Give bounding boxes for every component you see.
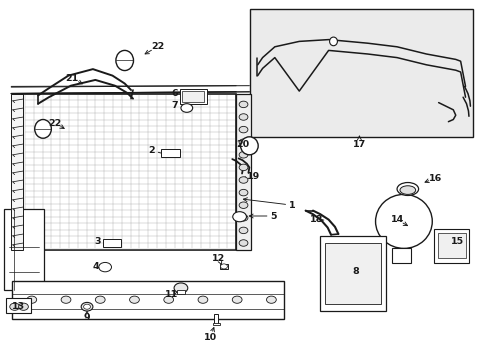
Ellipse shape — [239, 114, 247, 120]
Ellipse shape — [129, 296, 139, 303]
Bar — [180, 89, 206, 104]
Ellipse shape — [239, 164, 247, 171]
Ellipse shape — [239, 240, 247, 246]
Ellipse shape — [232, 212, 246, 222]
Text: 1: 1 — [288, 201, 295, 210]
Text: 4: 4 — [92, 262, 99, 271]
Bar — [214, 314, 218, 324]
Bar — [161, 149, 180, 157]
Text: 17: 17 — [352, 140, 366, 149]
Ellipse shape — [35, 120, 51, 138]
Bar — [250, 9, 472, 137]
Bar — [433, 229, 468, 263]
Ellipse shape — [99, 262, 111, 272]
Ellipse shape — [239, 227, 247, 234]
Text: 22: 22 — [48, 119, 61, 128]
Ellipse shape — [239, 177, 247, 183]
Text: 5: 5 — [270, 212, 277, 220]
Bar — [102, 239, 121, 247]
Ellipse shape — [239, 101, 247, 108]
Text: 3: 3 — [94, 238, 101, 247]
Ellipse shape — [232, 296, 242, 303]
Ellipse shape — [240, 137, 258, 155]
Text: 21: 21 — [65, 74, 79, 83]
Bar — [23, 94, 236, 250]
Bar — [177, 290, 184, 294]
Bar — [182, 91, 203, 102]
Bar — [391, 248, 410, 263]
Bar — [11, 94, 23, 250]
Text: 16: 16 — [427, 174, 441, 183]
Text: 20: 20 — [236, 140, 249, 149]
Ellipse shape — [239, 126, 247, 133]
Bar — [212, 323, 219, 325]
Ellipse shape — [198, 296, 207, 303]
Text: 22: 22 — [150, 42, 164, 51]
Ellipse shape — [163, 296, 173, 303]
Ellipse shape — [266, 296, 276, 303]
Text: 13: 13 — [12, 302, 25, 311]
Text: 15: 15 — [450, 237, 463, 246]
Ellipse shape — [375, 194, 431, 248]
Ellipse shape — [329, 37, 337, 46]
Bar — [325, 243, 381, 304]
Text: 18: 18 — [309, 215, 323, 224]
Ellipse shape — [95, 296, 105, 303]
Text: 11: 11 — [164, 289, 178, 299]
Ellipse shape — [239, 189, 247, 196]
Ellipse shape — [239, 152, 247, 158]
Ellipse shape — [61, 296, 71, 303]
Ellipse shape — [396, 183, 418, 195]
Ellipse shape — [174, 283, 187, 293]
Bar — [320, 236, 386, 311]
Ellipse shape — [83, 304, 90, 309]
Bar — [236, 94, 250, 250]
Ellipse shape — [239, 139, 247, 145]
Ellipse shape — [239, 215, 247, 221]
Text: 12: 12 — [211, 253, 225, 263]
Bar — [437, 233, 465, 258]
Bar — [4, 209, 44, 290]
Ellipse shape — [399, 186, 415, 194]
Ellipse shape — [10, 303, 20, 310]
Ellipse shape — [116, 50, 133, 71]
Text: 6: 6 — [171, 89, 178, 98]
Text: 7: 7 — [171, 102, 178, 111]
Ellipse shape — [239, 202, 247, 208]
Bar — [220, 264, 227, 269]
Bar — [6, 298, 31, 313]
Bar — [12, 281, 283, 319]
Ellipse shape — [27, 296, 37, 303]
Ellipse shape — [181, 104, 192, 112]
Ellipse shape — [81, 302, 93, 311]
Ellipse shape — [220, 264, 227, 269]
Text: 19: 19 — [246, 172, 260, 181]
Text: 9: 9 — [83, 313, 90, 322]
Text: 10: 10 — [203, 333, 216, 342]
Text: 2: 2 — [148, 146, 155, 155]
Ellipse shape — [19, 303, 28, 310]
Text: 8: 8 — [352, 267, 359, 276]
Text: 14: 14 — [389, 215, 403, 224]
